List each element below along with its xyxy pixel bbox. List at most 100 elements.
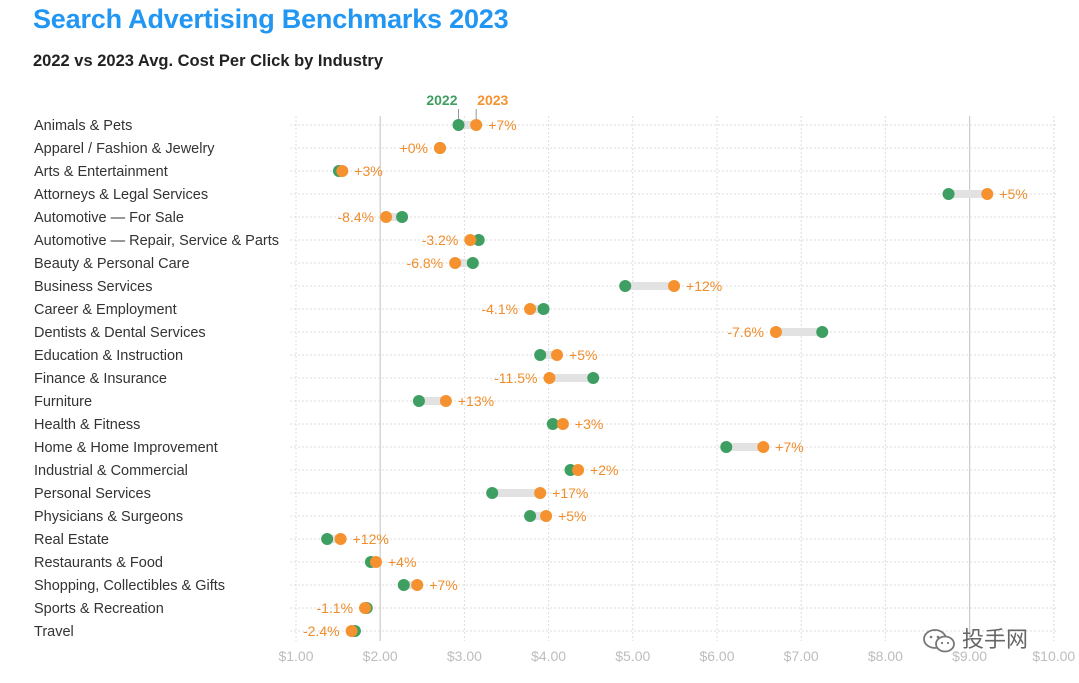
category-label: Health & Fitness — [34, 417, 140, 433]
dot-2022 — [396, 211, 409, 223]
change-label: +12% — [353, 531, 389, 547]
change-label: -6.8% — [407, 255, 444, 271]
change-label: +5% — [569, 347, 597, 363]
category-label: Education & Instruction — [34, 348, 183, 364]
category-label: Career & Employment — [34, 302, 177, 318]
change-label: -1.1% — [316, 600, 353, 616]
grid-layer — [290, 116, 1058, 641]
dot-2022 — [537, 303, 550, 315]
dot-2023 — [359, 602, 372, 614]
change-label: -7.6% — [727, 324, 764, 340]
dot-2023 — [449, 257, 462, 269]
dot-2023 — [543, 372, 556, 384]
dot-2022 — [619, 280, 632, 292]
category-label: Finance & Insurance — [34, 371, 167, 387]
dot-2022 — [466, 257, 479, 269]
x-axis-ticks: $1.00 $2.00 $3.00 $4.00 $5.00 $6.00 $7.00 $8.00… — [278, 648, 1075, 664]
category-label: Physicians & Surgeons — [34, 509, 183, 525]
dot-2023 — [757, 441, 770, 453]
category-label: Beauty & Personal Care — [34, 256, 190, 272]
legend-2022: 2022 — [426, 92, 457, 108]
dot-2022 — [412, 395, 425, 407]
change-label: +4% — [388, 554, 416, 570]
x-tick-label: $1.00 — [278, 648, 313, 664]
dot-2023 — [556, 418, 569, 430]
dot-2022 — [816, 326, 829, 338]
change-label: +7% — [775, 439, 803, 455]
change-label: -11.5% — [494, 370, 537, 386]
change-label: -4.1% — [481, 301, 518, 317]
dot-2023 — [411, 579, 424, 591]
legend-2023: 2023 — [477, 92, 508, 108]
dot-2023 — [470, 119, 483, 131]
dot-2023 — [380, 211, 393, 223]
change-label: +2% — [590, 462, 618, 478]
x-tick-label: $3.00 — [447, 648, 482, 664]
category-label: Automotive — Repair, Service & Parts — [34, 233, 279, 249]
change-label: +12% — [686, 278, 722, 294]
watermark: 投手网 — [922, 622, 1028, 654]
dot-2023 — [769, 326, 782, 338]
dot-2022 — [472, 234, 485, 246]
dot-2022 — [524, 510, 537, 522]
change-label: +3% — [354, 163, 382, 179]
category-label: Industrial & Commercial — [34, 463, 188, 479]
watermark-text: 投手网 — [962, 628, 1029, 653]
category-label: Animals & Pets — [34, 118, 132, 134]
dot-2023 — [433, 142, 446, 154]
change-label: +5% — [999, 186, 1027, 202]
dot-2023 — [336, 165, 349, 177]
dot-2022 — [452, 119, 465, 131]
x-tick-label: $7.00 — [784, 648, 819, 664]
change-label: -2.4% — [303, 623, 340, 639]
change-label: +3% — [575, 416, 603, 432]
chart-title: Search Advertising Benchmarks 2023 — [33, 4, 509, 34]
category-label: Shopping, Collectibles & Gifts — [34, 578, 225, 594]
wechat-logo-icon — [923, 629, 955, 653]
category-label: Dentists & Dental Services — [34, 325, 206, 341]
dot-2022 — [397, 579, 410, 591]
dot-2022 — [546, 418, 559, 430]
dot-2022 — [942, 188, 955, 200]
change-label: -3.2% — [422, 232, 459, 248]
dot-2022 — [534, 349, 547, 361]
category-label: Attorneys & Legal Services — [34, 187, 208, 203]
change-labels: +7% +0% +3% +5% -8.4% -3.2% -6.8% +12% -4.1% -7.6… — [303, 117, 1028, 639]
dot-2023 — [439, 395, 452, 407]
category-label: Real Estate — [34, 532, 109, 548]
x-tick-label: $6.00 — [699, 648, 734, 664]
category-labels: Animals & Pets Apparel / Fashion & Jewelr… — [34, 118, 279, 640]
dot-2023 — [334, 533, 347, 545]
category-label: Home & Home Improvement — [34, 440, 218, 456]
x-tick-label: $9.00 — [952, 648, 987, 664]
change-label: +5% — [558, 508, 586, 524]
dot-2023 — [572, 464, 585, 476]
dot-2023 — [464, 234, 477, 246]
chart-subtitle: 2022 vs 2023 Avg. Cost Per Click by Indu… — [33, 52, 384, 70]
x-tick-label: $8.00 — [868, 648, 903, 664]
change-label: +7% — [429, 577, 457, 593]
category-label: Arts & Entertainment — [34, 164, 168, 180]
dot-2023 — [540, 510, 553, 522]
change-label: +7% — [488, 117, 516, 133]
dot-2023 — [534, 487, 547, 499]
change-label: +13% — [458, 393, 494, 409]
dot-2023 — [981, 188, 994, 200]
x-tick-label: $10.00 — [1032, 648, 1075, 664]
category-label: Restaurants & Food — [34, 555, 163, 571]
x-tick-label: $2.00 — [363, 648, 398, 664]
dot-2022 — [720, 441, 733, 453]
data-points — [321, 119, 994, 637]
dot-2022 — [587, 372, 600, 384]
change-label: +0% — [400, 140, 428, 156]
change-label: -8.4% — [338, 209, 375, 225]
category-label: Automotive — For Sale — [34, 210, 184, 226]
x-tick-label: $5.00 — [615, 648, 650, 664]
dot-2023 — [551, 349, 564, 361]
category-label: Travel — [34, 624, 74, 640]
dot-2022 — [486, 487, 499, 499]
category-label: Sports & Recreation — [34, 601, 164, 617]
category-label: Furniture — [34, 394, 92, 410]
dot-2023 — [369, 556, 382, 568]
